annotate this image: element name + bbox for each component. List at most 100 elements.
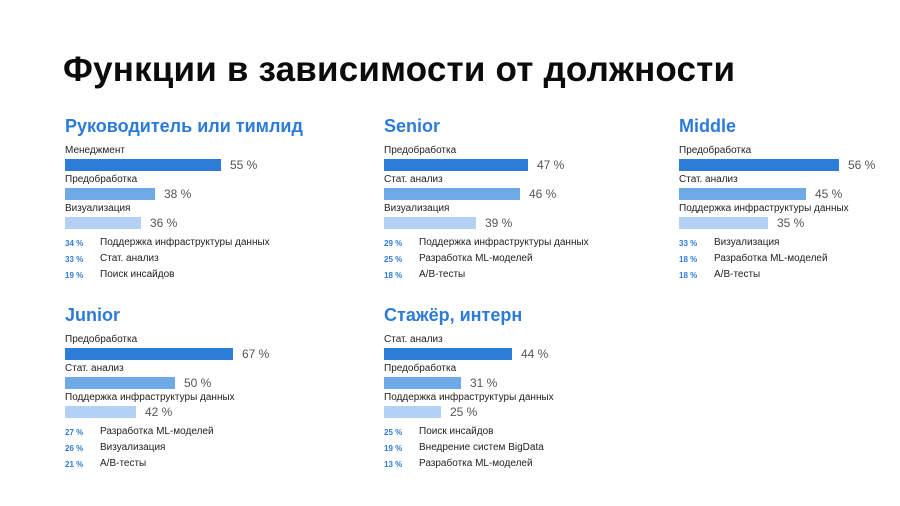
panel-senior: Senior Предобработка 47 % Стат. анализ 4… <box>384 116 674 284</box>
list-item-percent: 18 % <box>679 255 698 264</box>
bar-label: Предобработка <box>384 145 457 156</box>
list-item: 33 % Визуализация <box>679 236 899 252</box>
bar-row: Визуализация 39 % <box>384 203 674 232</box>
bar-label: Стат. анализ <box>679 174 738 185</box>
list-item-percent: 19 % <box>65 271 84 280</box>
list-item: 18 % A/B-тесты <box>384 268 674 284</box>
bar <box>65 188 155 200</box>
panel-heading: Junior <box>65 305 121 325</box>
bar <box>384 406 441 418</box>
panel-middle: Middle Предобработка 56 % Стат. анализ 4… <box>679 116 899 284</box>
bar-label: Визуализация <box>384 203 450 214</box>
bar-label: Предобработка <box>384 363 457 374</box>
list-item-label: Стат. анализ <box>100 253 159 264</box>
panel-intern: Стажёр, интерн Стат. анализ 44 % Предобр… <box>384 305 674 473</box>
list-item-label: A/B-тесты <box>714 269 761 280</box>
list-item-percent: 29 % <box>384 239 403 248</box>
bar-value: 25 % <box>450 405 478 419</box>
bar <box>65 159 221 171</box>
bar-row: Предобработка 31 % <box>384 363 674 392</box>
bar <box>65 217 141 229</box>
bar-value: 45 % <box>815 187 843 201</box>
list-item: 21 % A/B-тесты <box>65 457 355 473</box>
list-item-percent: 19 % <box>384 444 403 453</box>
list-item-percent: 26 % <box>65 444 84 453</box>
panel-junior: Junior Предобработка 67 % Стат. анализ 5… <box>65 305 355 473</box>
bar-row: Поддержка инфраструктуры данных 42 % <box>65 392 355 421</box>
list-item-label: A/B-тесты <box>100 458 147 469</box>
panel-heading: Руководитель или тимлид <box>65 116 303 136</box>
list-item-label: Поиск инсайдов <box>419 426 494 437</box>
list-item: 34 % Поддержка инфраструктуры данных <box>65 236 355 252</box>
bar-label: Стат. анализ <box>65 363 124 374</box>
page-title: Функции в зависимости от должности <box>63 50 736 89</box>
list-item-label: Разработка ML-моделей <box>100 426 214 437</box>
list-item-label: Визуализация <box>100 442 166 453</box>
list-item-label: Поддержка инфраструктуры данных <box>100 237 270 248</box>
bar-label: Стат. анализ <box>384 174 443 185</box>
bar-label: Поддержка инфраструктуры данных <box>384 392 554 403</box>
list-item-percent: 25 % <box>384 255 403 264</box>
list-item: 29 % Поддержка инфраструктуры данных <box>384 236 674 252</box>
list-item-percent: 27 % <box>65 428 84 437</box>
bar-row: Поддержка инфраструктуры данных 25 % <box>384 392 674 421</box>
list-item-percent: 25 % <box>384 428 403 437</box>
list-item: 25 % Поиск инсайдов <box>384 425 674 441</box>
bar-row: Стат. анализ 44 % <box>384 334 674 363</box>
list-item: 27 % Разработка ML-моделей <box>65 425 355 441</box>
bar-label: Визуализация <box>65 203 131 214</box>
bar-value: 38 % <box>164 187 192 201</box>
bar-row: Менеджмент 55 % <box>65 145 355 174</box>
list-item: 19 % Поиск инсайдов <box>65 268 355 284</box>
list-item-label: Внедрение систем BigData <box>419 442 544 453</box>
list-item-percent: 34 % <box>65 239 84 248</box>
bar-label: Предобработка <box>65 174 138 185</box>
list-item-label: Поддержка инфраструктуры данных <box>419 237 589 248</box>
bar-value: 46 % <box>529 187 557 201</box>
bar <box>384 159 528 171</box>
bar-row: Стат. анализ 50 % <box>65 363 355 392</box>
bar-value: 44 % <box>521 347 549 361</box>
panel-heading: Senior <box>384 116 441 136</box>
bar-label: Предобработка <box>679 145 752 156</box>
bar-value: 36 % <box>150 216 178 230</box>
bar-label: Менеджмент <box>65 145 125 156</box>
list-item: 33 % Стат. анализ <box>65 252 355 268</box>
bar <box>65 377 175 389</box>
bar-value: 55 % <box>230 158 258 172</box>
bar-value: 50 % <box>184 376 212 390</box>
bar-value: 35 % <box>777 216 805 230</box>
list-item-label: A/B-тесты <box>419 269 466 280</box>
bar-label: Поддержка инфраструктуры данных <box>679 203 849 214</box>
list-item: 26 % Визуализация <box>65 441 355 457</box>
list-item-percent: 18 % <box>679 271 698 280</box>
list-item-percent: 33 % <box>65 255 84 264</box>
list-item-percent: 13 % <box>384 460 403 469</box>
list-item: 18 % A/B-тесты <box>679 268 899 284</box>
bar-row: Предобработка 67 % <box>65 334 355 363</box>
bar-label: Поддержка инфраструктуры данных <box>65 392 235 403</box>
bar-value: 42 % <box>145 405 173 419</box>
bar <box>679 217 768 229</box>
bar-row: Предобработка 47 % <box>384 145 674 174</box>
bar <box>384 188 520 200</box>
bar <box>384 348 512 360</box>
list-item: 19 % Внедрение систем BigData <box>384 441 674 457</box>
bar <box>384 217 476 229</box>
bar-label: Стат. анализ <box>384 334 443 345</box>
list-item: 25 % Разработка ML-моделей <box>384 252 674 268</box>
list-item: 13 % Разработка ML-моделей <box>384 457 674 473</box>
panel-lead: Руководитель или тимлид Менеджмент 55 % … <box>65 116 355 284</box>
bar-label: Предобработка <box>65 334 138 345</box>
bar-row: Предобработка 56 % <box>679 145 899 174</box>
list-item-percent: 18 % <box>384 271 403 280</box>
list-item-label: Разработка ML-моделей <box>714 253 828 264</box>
panel-heading: Стажёр, интерн <box>384 305 523 325</box>
bar-value: 47 % <box>537 158 565 172</box>
bar <box>65 406 136 418</box>
bar-value: 67 % <box>242 347 270 361</box>
bar-row: Предобработка 38 % <box>65 174 355 203</box>
bar-value: 56 % <box>848 158 876 172</box>
list-item-percent: 21 % <box>65 460 84 469</box>
list-item-label: Разработка ML-моделей <box>419 458 533 469</box>
